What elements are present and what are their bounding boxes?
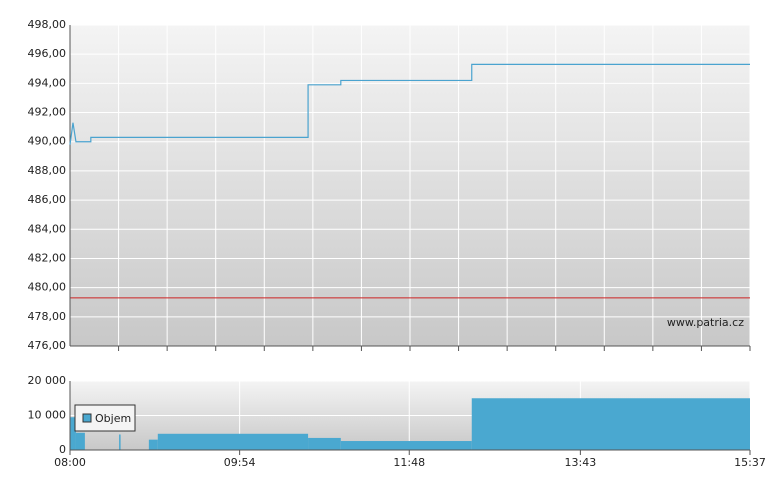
x-tick-label: 09:54 (224, 456, 256, 469)
legend-swatch (82, 413, 92, 423)
volume-bar (70, 417, 76, 450)
y-tick-label: 482,00 (28, 251, 67, 264)
y-tick-label: 478,00 (28, 310, 67, 323)
y-tick-label: 480,00 (28, 281, 67, 294)
y-tick-label: 0 (59, 443, 66, 456)
y-tick-label: 490,00 (28, 135, 67, 148)
volume-bar (157, 433, 309, 450)
y-tick-label: 494,00 (28, 76, 67, 89)
volume-bar (75, 432, 85, 450)
volume-bar (308, 437, 341, 450)
y-tick-label: 20 000 (28, 374, 67, 387)
volume-bar (119, 434, 121, 450)
volume-bar (340, 441, 472, 450)
x-tick-label: 13:43 (565, 456, 597, 469)
y-tick-label: 492,00 (28, 106, 67, 119)
legend-label: Objem (95, 412, 131, 425)
x-tick-label: 11:48 (393, 456, 425, 469)
volume-bar (148, 439, 158, 450)
y-tick-label: 488,00 (28, 164, 67, 177)
y-tick-label: 476,00 (28, 339, 67, 352)
y-tick-label: 498,00 (28, 18, 67, 31)
y-tick-label: 486,00 (28, 193, 67, 206)
x-tick-label: 08:00 (54, 456, 86, 469)
y-tick-label: 10 000 (28, 409, 67, 422)
y-tick-label: 484,00 (28, 222, 67, 235)
volume-bar (471, 398, 750, 450)
y-tick-label: 496,00 (28, 47, 67, 60)
x-tick-label: 15:37 (734, 456, 766, 469)
watermark: www.patria.cz (667, 316, 744, 329)
price-line (69, 63, 750, 145)
